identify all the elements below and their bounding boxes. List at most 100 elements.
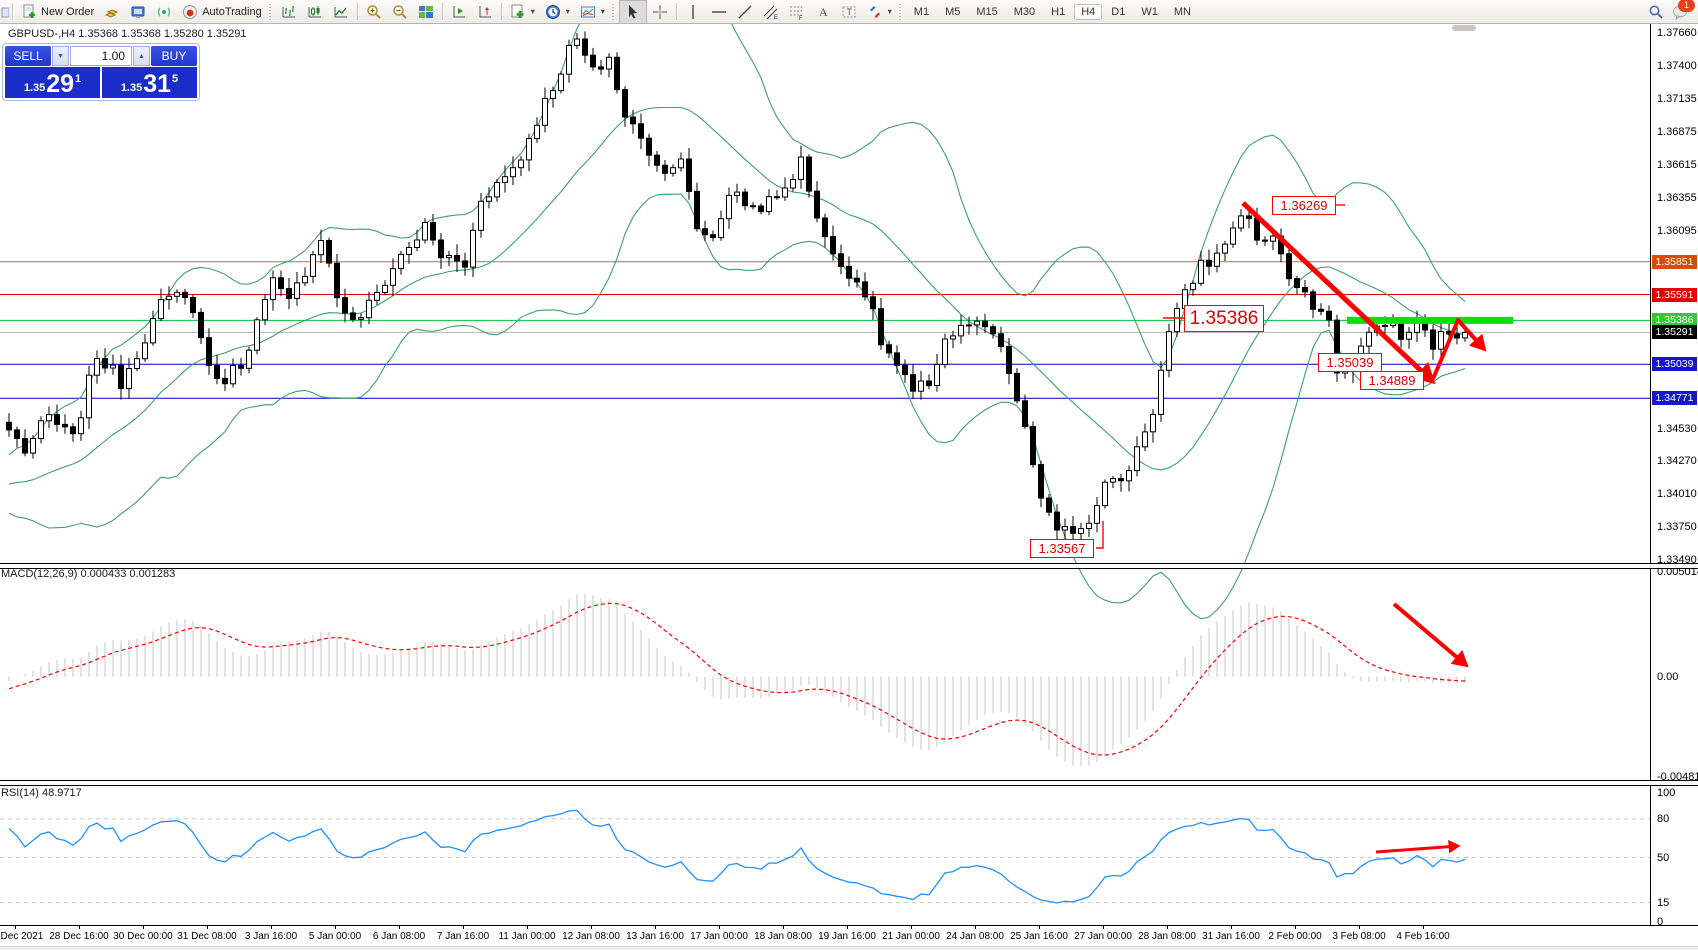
new-order-button[interactable]: New Order — [16, 1, 99, 23]
sell-button[interactable]: SELL — [5, 46, 51, 66]
price-tick-label: 1.36095 — [1657, 224, 1697, 237]
buy-price[interactable]: 1.35 31 5 — [102, 67, 197, 98]
periods-button[interactable]: ▾ — [540, 1, 575, 23]
pane-separator-rsi[interactable] — [0, 780, 1698, 786]
line-chart-button[interactable] — [328, 1, 354, 23]
toolbar-right: 1 — [1648, 0, 1698, 20]
rsi-scale-label: 100 — [1657, 787, 1676, 799]
price-tag: 1.35591 — [1652, 287, 1697, 302]
one-click-trading-widget: SELL ▼ ▲ BUY 1.35 29 1 1.35 31 5 — [2, 43, 200, 101]
sell-price[interactable]: 1.35 29 1 — [5, 67, 100, 98]
buy-price-big: 31 — [143, 70, 172, 98]
new-chart-button[interactable]: ▾ — [505, 1, 540, 23]
zoom-in-icon — [366, 4, 382, 20]
cursor-tool-button[interactable] — [618, 0, 647, 24]
time-axis-line — [0, 925, 1698, 926]
time-tick — [783, 925, 784, 929]
price-tag: 1.35386 — [1652, 313, 1697, 328]
timeframe-button-w1[interactable]: W1 — [1141, 5, 1158, 18]
time-label: 28 Dec 16:00 — [49, 931, 109, 942]
toolbar-separator — [675, 3, 677, 20]
auto-scroll-button[interactable] — [446, 1, 472, 23]
price-annotation-label: 1.35386 — [1184, 305, 1264, 332]
tile-windows-button[interactable] — [413, 1, 439, 23]
price-tick-label: 1.34010 — [1657, 488, 1697, 501]
timeframe-button-m5[interactable]: M5 — [945, 5, 961, 18]
channel-tool-button[interactable]: E — [758, 1, 784, 23]
arrows-tool-button[interactable]: ▾ — [862, 1, 897, 23]
autotrading-icon — [182, 4, 198, 20]
svg-text:T: T — [846, 7, 852, 17]
zoom-out-icon — [392, 4, 408, 20]
trendline-tool-button[interactable] — [732, 1, 758, 23]
chat-icon[interactable]: 1 — [1672, 0, 1695, 20]
price-annotation-label: 1.34889 — [1360, 371, 1424, 390]
rsi-scale-label: 15 — [1657, 896, 1670, 909]
pane-separator-macd[interactable] — [0, 563, 1698, 569]
horizontal-line-tool-button[interactable] — [706, 1, 732, 23]
bar-chart-button[interactable] — [276, 1, 302, 23]
timeframe-button-d1[interactable]: D1 — [1111, 5, 1126, 18]
crosshair-tool-button[interactable] — [647, 1, 673, 23]
text-tool-button[interactable]: A — [810, 1, 836, 23]
time-tick — [847, 925, 848, 929]
toolbar-grip — [611, 3, 617, 20]
chart-shift-button[interactable] — [472, 1, 498, 23]
charts-icon[interactable] — [0, 4, 9, 20]
timeframe-button-mn[interactable]: MN — [1173, 5, 1191, 18]
time-tick — [591, 925, 592, 929]
price-tag: 1.35291 — [1652, 325, 1697, 340]
price-annotation-label: 1.33567 — [1030, 539, 1094, 558]
search-icon[interactable] — [1648, 4, 1664, 20]
deposit-button[interactable] — [99, 1, 125, 23]
zoom-in-button[interactable] — [361, 1, 387, 23]
time-tick — [335, 925, 336, 929]
toolbar-grip — [898, 3, 904, 20]
templates-button[interactable]: ▾ — [575, 1, 610, 23]
rsi-indicator-label: RSI(14) 48.9717 — [1, 787, 82, 799]
dropdown-arrow-icon: ▾ — [565, 7, 570, 16]
volume-input[interactable] — [70, 46, 132, 66]
time-tick — [463, 925, 464, 929]
timeframe-button-h1[interactable]: H1 — [1051, 5, 1066, 18]
line-chart-icon — [333, 4, 349, 20]
price-tick-label: 1.34270 — [1657, 455, 1697, 468]
dropdown-arrow-icon: ▾ — [600, 7, 605, 16]
time-label: 28 Jan 08:00 — [1138, 931, 1196, 942]
fibonacci-tool-button[interactable]: F — [784, 1, 810, 23]
macd-indicator-label: MACD(12,26,9) 0.000433 0.001283 — [1, 568, 176, 580]
new-order-label: New Order — [41, 5, 95, 18]
timeframe-button-m1[interactable]: M1 — [913, 5, 930, 18]
candlestick-chart-button[interactable] — [302, 1, 328, 23]
symbol-header: GBPUSD-,H4 1.35368 1.35368 1.35280 1.352… — [8, 28, 247, 40]
autotrading-button[interactable]: AutoTrading — [177, 1, 267, 23]
timeframe-button-m15[interactable]: M15 — [976, 5, 998, 18]
horizontal-line-icon — [711, 4, 727, 20]
sell-price-big: 29 — [46, 70, 75, 98]
time-tick — [1167, 925, 1168, 929]
price-tick-label: 1.34530 — [1657, 422, 1697, 435]
terminal-button[interactable] — [125, 1, 151, 23]
chart-scrollbar-thumb[interactable] — [1452, 25, 1476, 31]
time-label: 3 Feb 08:00 — [1332, 931, 1386, 942]
zoom-out-button[interactable] — [387, 1, 413, 23]
time-tick — [1103, 925, 1104, 929]
signals-button[interactable] — [151, 1, 177, 23]
timeframe-button-h4[interactable]: H4 — [1074, 3, 1103, 20]
new-chart-icon — [510, 4, 526, 20]
periods-clock-icon — [545, 4, 561, 20]
volume-increase-button[interactable]: ▲ — [133, 46, 150, 66]
new-order-icon — [21, 4, 37, 20]
text-label-tool-button[interactable]: T — [836, 1, 862, 23]
autotrading-label: AutoTrading — [202, 5, 262, 18]
price-tag: 1.35851 — [1652, 254, 1697, 269]
buy-button[interactable]: BUY — [151, 46, 197, 66]
chart-shift-icon — [477, 4, 493, 20]
vertical-line-icon — [685, 4, 701, 20]
timeframe-button-m30[interactable]: M30 — [1013, 5, 1036, 18]
time-label: 11 Jan 00:00 — [498, 931, 556, 942]
vertical-line-tool-button[interactable] — [680, 1, 706, 23]
volume-decrease-button[interactable]: ▼ — [52, 46, 69, 66]
time-label: 27 Jan 00:00 — [1074, 931, 1132, 942]
